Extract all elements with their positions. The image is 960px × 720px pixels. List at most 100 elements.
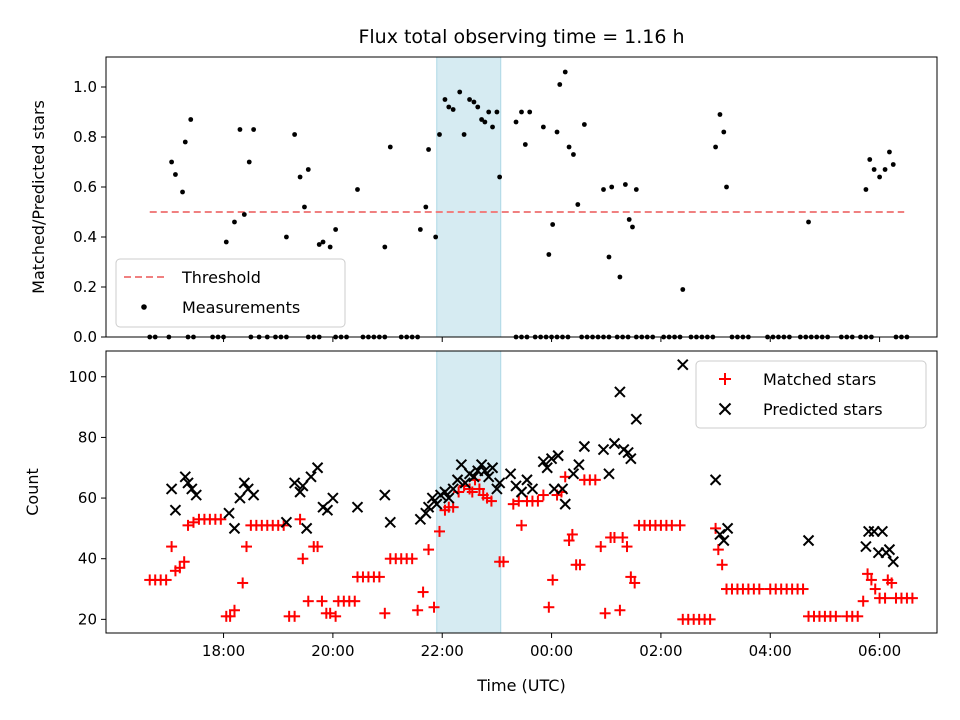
measurement-point: [305, 167, 311, 172]
predicted-star-point: [526, 483, 539, 495]
measurement-point: [606, 254, 612, 260]
y-tick-label: 80: [78, 428, 97, 446]
predicted-star-point: [443, 492, 455, 504]
count-y-ticks: 20 40 60 80 100: [68, 368, 106, 628]
measurement-point: [877, 174, 882, 180]
measurement-point: [188, 117, 194, 122]
matched-star-point: [886, 577, 898, 589]
predicted-star-point: [479, 465, 491, 477]
matched-star-point: [241, 541, 253, 553]
matched-star-point: [473, 483, 485, 495]
measurement-point: [713, 144, 718, 150]
matched-star-point: [215, 513, 227, 525]
measurement-point: [527, 109, 533, 115]
predicted-star-point: [597, 443, 610, 456]
matched-star-point: [406, 553, 418, 565]
matched-star-point: [174, 562, 186, 574]
y-tick-label: 60: [78, 489, 97, 507]
measurement-point: [546, 252, 552, 257]
matched-star-point: [625, 571, 637, 583]
measurement-point: [297, 174, 303, 180]
predicted-star-point: [883, 543, 896, 556]
matched-star-point: [857, 595, 869, 607]
predicted-star-point: [876, 525, 889, 538]
measurement-point: [182, 139, 188, 145]
measurement-point: [540, 124, 546, 130]
y-tick-label: 0.2: [73, 278, 97, 296]
predicted-star-point: [475, 459, 488, 471]
measurement-point: [387, 144, 393, 150]
measurement-point: [302, 204, 307, 210]
predicted-star-point: [186, 483, 198, 495]
measurement-point: [571, 152, 576, 157]
predicted-star-point: [603, 468, 615, 480]
predicted-star-point: [426, 492, 439, 504]
ratio-highlight-span: [436, 56, 502, 338]
y-tick-label: 0.4: [73, 228, 97, 246]
predicted-star-point: [234, 492, 246, 504]
predicted-star-point: [459, 477, 471, 489]
measurement-point: [292, 132, 298, 137]
measurement-point: [522, 142, 528, 147]
y-tick-label: 0.6: [73, 178, 97, 196]
matched-star-point: [547, 574, 559, 586]
legend-threshold-label: Threshold: [181, 268, 261, 287]
predicted-star-point: [887, 556, 899, 568]
predicted-star-point: [515, 486, 528, 498]
matched-star-point: [237, 577, 249, 589]
count-x-ticks: 18:00 20:00 22:00 00:00 02:00 04:00 06:00: [202, 633, 901, 660]
matched-star-point: [865, 574, 877, 586]
matched-star-point: [485, 495, 497, 507]
predicted-star-point: [614, 386, 626, 398]
predicted-star-point: [860, 540, 872, 553]
measurement-point: [550, 222, 556, 227]
measurement-point: [617, 274, 623, 280]
measurement-point: [316, 242, 322, 247]
predicted-star-point: [491, 483, 503, 495]
y-tick-label: 0.0: [73, 328, 97, 346]
matched-star-point: [224, 610, 236, 622]
legend-predicted-label: Predicted stars: [763, 400, 883, 419]
measurement-point: [237, 127, 243, 132]
matched-star-point: [704, 613, 716, 625]
predicted-star-point: [545, 452, 558, 465]
measurement-point: [575, 202, 581, 207]
predicted-star-point: [625, 452, 637, 465]
chart-title: Flux total observing time = 1.16 h: [358, 26, 684, 48]
measurement-point: [717, 112, 723, 117]
matched-star-point: [862, 568, 874, 580]
matched-star-point: [228, 604, 240, 616]
count-legend: Matched stars Predicted stars: [695, 360, 927, 429]
matched-star-point: [516, 519, 527, 531]
matched-star-point: [712, 544, 724, 556]
predicted-star-point: [422, 501, 435, 513]
predicted-star-point: [541, 462, 553, 474]
x-tick-label: 02:00: [639, 642, 682, 660]
y-tick-label: 20: [78, 610, 97, 628]
measurement-point: [246, 159, 252, 165]
measurement-point: [633, 187, 639, 192]
measurement-point: [355, 187, 360, 192]
measurement-point: [601, 187, 606, 192]
measurement-point: [513, 119, 519, 125]
count-axes-frame: [105, 350, 938, 634]
matched-star-point: [312, 541, 324, 553]
matched-star-point: [753, 583, 765, 595]
matched-star-point: [852, 610, 864, 622]
x-tick-label: 20:00: [311, 642, 354, 660]
measurement-point: [284, 234, 289, 240]
predicted-star-point: [802, 534, 815, 547]
matched-star-point: [797, 583, 809, 595]
measurement-point: [871, 167, 877, 172]
ratio-y-axis-label: Matched/Predicted stars: [29, 100, 48, 294]
measurement-point: [251, 127, 257, 132]
matched-star-point: [537, 489, 549, 501]
predicted-star-point: [486, 462, 499, 474]
measurement-point: [437, 132, 442, 137]
matched-star-point: [379, 607, 391, 619]
predicted-star-point: [431, 498, 443, 510]
measurement-point: [442, 97, 448, 102]
measurement-point: [554, 129, 560, 135]
measurement-point: [232, 219, 237, 225]
predicted-star-point: [297, 480, 309, 492]
